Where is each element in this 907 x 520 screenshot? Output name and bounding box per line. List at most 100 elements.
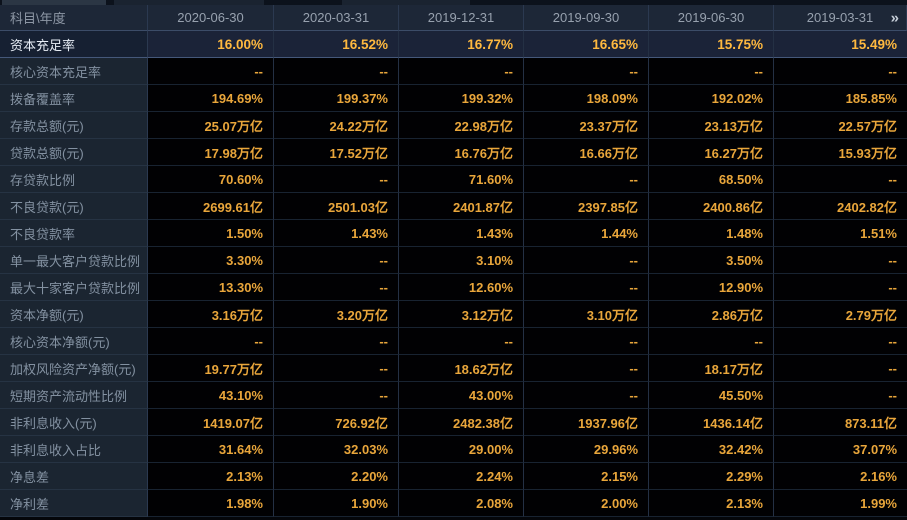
table-row[interactable]: 净息差 2.13% 2.20% 2.24% 2.15% 2.29% 2.16% <box>0 463 907 490</box>
value-cell: -- <box>774 382 907 409</box>
table-row[interactable]: 核心资本净额(元) -- -- -- -- -- -- <box>0 328 907 355</box>
value-cell: 13.30% <box>148 274 274 301</box>
table-row[interactable]: 最大十家客户贷款比例 13.30% -- 12.60% -- 12.90% -- <box>0 274 907 301</box>
row-label-cell: 非利息收入(元) <box>0 409 148 436</box>
tab-edge[interactable] <box>342 0 470 5</box>
column-header-4: 2019-06-30 <box>649 5 774 31</box>
value-cell: -- <box>274 274 399 301</box>
value-cell: 19.77万亿 <box>148 355 274 382</box>
active-tab-edge[interactable] <box>2 0 106 5</box>
value-cell: 32.03% <box>274 436 399 463</box>
table-row[interactable]: 资本充足率 16.00% 16.52% 16.77% 16.65% 15.75% 15.49… <box>0 31 907 58</box>
value-cell: -- <box>524 247 649 274</box>
row-label-cell: 资本净额(元) <box>0 301 148 328</box>
table-row[interactable]: 资本净额(元) 3.16万亿 3.20万亿 3.12万亿 3.10万亿 2.86万亿 2.7… <box>0 301 907 328</box>
value-cell: -- <box>274 328 399 355</box>
value-cell: 1.48% <box>649 220 774 247</box>
value-cell: -- <box>524 328 649 355</box>
value-cell: -- <box>649 58 774 85</box>
value-cell: 2482.38亿 <box>399 409 524 436</box>
value-cell: -- <box>774 274 907 301</box>
table-row[interactable]: 加权风险资产净额(元) 19.77万亿 -- 18.62万亿 -- 18.17万亿 -- <box>0 355 907 382</box>
column-header-label: 2020-06-30 <box>177 10 244 25</box>
row-label-cell: 最大十家客户贷款比例 <box>0 274 148 301</box>
value-cell: -- <box>148 328 274 355</box>
value-cell: 2.24% <box>399 463 524 490</box>
row-label-cell: 拨备覆盖率 <box>0 85 148 112</box>
table-row[interactable]: 贷款总额(元) 17.98万亿 17.52万亿 16.76万亿 16.66万亿 16.27… <box>0 139 907 166</box>
value-cell: 3.20万亿 <box>274 301 399 328</box>
row-label-cell: 存贷款比例 <box>0 166 148 193</box>
value-cell: 192.02% <box>649 85 774 112</box>
value-cell: 15.75% <box>649 31 774 58</box>
value-cell: -- <box>774 166 907 193</box>
column-header-2: 2019-12-31 <box>399 5 524 31</box>
table-row[interactable]: 单一最大客户贷款比例 3.30% -- 3.10% -- 3.50% -- <box>0 247 907 274</box>
table-row[interactable]: 存贷款比例 70.60% -- 71.60% -- 68.50% -- <box>0 166 907 193</box>
value-cell: -- <box>524 274 649 301</box>
value-cell: -- <box>524 58 649 85</box>
table-row[interactable]: 非利息收入占比 31.64% 32.03% 29.00% 29.96% 32.42% 37.… <box>0 436 907 463</box>
value-cell: 17.98万亿 <box>148 139 274 166</box>
column-header-label: 2019-06-30 <box>677 10 745 25</box>
row-label-cell: 净利差 <box>0 490 148 517</box>
tab-edge[interactable] <box>114 0 264 5</box>
column-header-label: 2019-09-30 <box>552 10 620 25</box>
value-cell: 2.79万亿 <box>774 301 907 328</box>
value-cell: 185.85% <box>774 85 907 112</box>
value-cell: 16.27万亿 <box>649 139 774 166</box>
value-cell: 23.37万亿 <box>524 112 649 139</box>
table-row[interactable]: 不良贷款率 1.50% 1.43% 1.43% 1.44% 1.48% 1.51% <box>0 220 907 247</box>
value-cell: 16.00% <box>148 31 274 58</box>
value-cell: -- <box>274 58 399 85</box>
value-cell: 1.50% <box>148 220 274 247</box>
row-label-cell: 资本充足率 <box>0 31 148 58</box>
value-cell: 18.62万亿 <box>399 355 524 382</box>
value-cell: -- <box>274 166 399 193</box>
table-row[interactable]: 短期资产流动性比例 43.10% -- 43.00% -- 45.50% -- <box>0 382 907 409</box>
column-header-5: 2019-03-31 » <box>774 5 907 31</box>
table-row[interactable]: 净利差 1.98% 1.90% 2.08% 2.00% 2.13% 1.99% <box>0 490 907 517</box>
value-cell: 22.98万亿 <box>399 112 524 139</box>
value-cell: -- <box>774 58 907 85</box>
value-cell: 2400.86亿 <box>649 193 774 220</box>
value-cell: 2397.85亿 <box>524 193 649 220</box>
value-cell: 3.30% <box>148 247 274 274</box>
value-cell: 43.00% <box>399 382 524 409</box>
value-cell: 16.76万亿 <box>399 139 524 166</box>
value-cell: 1937.96亿 <box>524 409 649 436</box>
next-columns-icon[interactable]: » <box>890 9 899 26</box>
value-cell: 22.57万亿 <box>774 112 907 139</box>
row-label-cell: 核心资本净额(元) <box>0 328 148 355</box>
value-cell: 726.92亿 <box>274 409 399 436</box>
value-cell: 68.50% <box>649 166 774 193</box>
row-label-cell: 贷款总额(元) <box>0 139 148 166</box>
value-cell: 43.10% <box>148 382 274 409</box>
value-cell: 17.52万亿 <box>274 139 399 166</box>
table-row[interactable]: 非利息收入(元) 1419.07亿 726.92亿 2482.38亿 1937.96亿 1… <box>0 409 907 436</box>
value-cell: 12.90% <box>649 274 774 301</box>
value-cell: 1.43% <box>399 220 524 247</box>
table-row[interactable]: 存款总额(元) 25.07万亿 24.22万亿 22.98万亿 23.37万亿 23.13… <box>0 112 907 139</box>
value-cell: 12.60% <box>399 274 524 301</box>
row-label-cell: 非利息收入占比 <box>0 436 148 463</box>
value-cell: 2.15% <box>524 463 649 490</box>
value-cell: -- <box>524 382 649 409</box>
value-cell: 16.65% <box>524 31 649 58</box>
table-row[interactable]: 核心资本充足率 -- -- -- -- -- -- <box>0 58 907 85</box>
value-cell: 23.13万亿 <box>649 112 774 139</box>
value-cell: -- <box>148 58 274 85</box>
value-cell: 71.60% <box>399 166 524 193</box>
value-cell: -- <box>274 247 399 274</box>
value-cell: 29.96% <box>524 436 649 463</box>
value-cell: -- <box>399 58 524 85</box>
value-cell: 29.00% <box>399 436 524 463</box>
table-row[interactable]: 不良贷款(元) 2699.61亿 2501.03亿 2401.87亿 2397.85亿 2… <box>0 193 907 220</box>
value-cell: 2.13% <box>148 463 274 490</box>
value-cell: 45.50% <box>649 382 774 409</box>
table-row[interactable]: 拨备覆盖率 194.69% 199.37% 199.32% 198.09% 192.02%… <box>0 85 907 112</box>
column-header-1: 2020-03-31 <box>274 5 399 31</box>
value-cell: 2.86万亿 <box>649 301 774 328</box>
value-cell: 194.69% <box>148 85 274 112</box>
value-cell: 199.37% <box>274 85 399 112</box>
